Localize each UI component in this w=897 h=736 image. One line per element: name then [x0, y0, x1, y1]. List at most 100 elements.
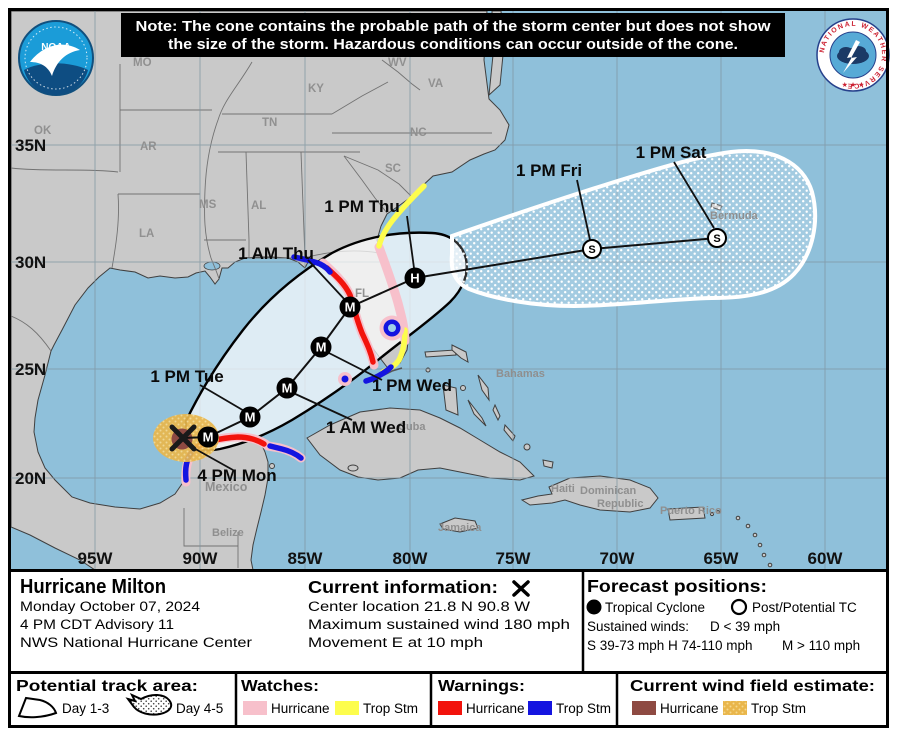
svg-text:★ ★ ★: ★ ★ ★ — [842, 81, 865, 89]
jamaica-island — [439, 517, 479, 533]
watch-hurricane-swatch — [243, 701, 267, 715]
day13-label: Day 1-3 — [62, 701, 109, 716]
forecast-markers: M M M M M H S S — [197, 228, 727, 448]
svg-text:M: M — [203, 430, 214, 445]
forecast-marker: M — [276, 377, 298, 399]
svg-text:M: M — [345, 300, 356, 315]
warnings-heading: Warnings: — [438, 678, 525, 695]
svg-text:M: M — [282, 381, 293, 396]
svg-text:WV: WV — [388, 57, 407, 69]
svg-text:Dominican: Dominican — [580, 485, 637, 497]
svg-text:90W: 90W — [183, 549, 219, 568]
svg-text:Cuba: Cuba — [398, 421, 426, 433]
svg-text:SC: SC — [385, 163, 401, 175]
track-area-heading: Potential track area: — [16, 678, 198, 695]
svg-text:VA: VA — [428, 78, 443, 90]
svg-text:1 PM Wed: 1 PM Wed — [372, 376, 452, 395]
svg-text:Haiti: Haiti — [551, 483, 575, 495]
max-wind: Maximum sustained wind 180 mph — [308, 617, 570, 632]
warning-hurricane-label: Hurricane — [466, 701, 525, 716]
map-area: M M M M M H S S MO OK AR TN KY WV VA NC … — [11, 11, 886, 569]
watch-trop-swatch — [335, 701, 359, 715]
tropical-cyclone-label: Tropical Cyclone — [605, 600, 705, 615]
svg-text:4 PM Mon: 4 PM Mon — [197, 466, 276, 485]
warning-hurricane-swatch — [438, 701, 462, 715]
tropical-cyclone-icon — [586, 599, 602, 615]
svg-text:1 AM Wed: 1 AM Wed — [326, 418, 406, 437]
legend-panel: Potential track area: Day 1-3 Day 4-5 Wa… — [16, 678, 875, 719]
current-position-x-icon — [169, 424, 197, 452]
wind-field-hurricane-label: Hurricane — [660, 701, 719, 716]
svg-text:20N: 20N — [15, 469, 46, 488]
advisory-date: Monday October 07, 2024 — [20, 599, 201, 614]
svg-text:TN: TN — [262, 117, 277, 129]
graticule-labels: 35N 30N 25N 20N 95W 90W 85W 80W 75W 70W … — [15, 136, 843, 568]
svg-text:25N: 25N — [15, 360, 46, 379]
cozumel-island — [269, 463, 275, 469]
info-panel: Hurricane Milton Monday October 07, 2024… — [20, 576, 860, 653]
svg-text:1 PM Thu: 1 PM Thu — [324, 197, 400, 216]
svg-text:1 PM Sat: 1 PM Sat — [636, 143, 707, 162]
forecast-marker: S — [707, 228, 727, 248]
place-labels: Mexico Belize Cuba Bahamas Jamaica Haiti… — [205, 210, 759, 539]
current-info-heading: Current information: — [308, 577, 498, 597]
svg-text:MS: MS — [199, 199, 217, 211]
svg-text:Bahamas: Bahamas — [496, 368, 545, 380]
forecast-positions-heading: Forecast positions: — [587, 576, 767, 596]
note-banner: Note: The cone contains the probable pat… — [121, 13, 785, 57]
wind-scale-h: H 74-110 mph — [668, 638, 753, 653]
svg-text:80W: 80W — [393, 549, 429, 568]
wind-field-hurricane-swatch — [632, 701, 656, 715]
label-pointer-lines — [189, 161, 715, 471]
state-labels: MO OK AR TN KY WV VA NC SC MS AL LA FL — [34, 57, 443, 300]
wind-field-heading: Current wind field estimate: — [630, 678, 875, 695]
lesser-antilles — [709, 510, 773, 568]
post-potential-tc-icon — [730, 598, 748, 616]
wind-field-trop-swatch — [723, 701, 747, 715]
svg-text:Bermuda: Bermuda — [710, 210, 759, 222]
svg-text:60W: 60W — [808, 549, 844, 568]
nws-logo-icon: NATIONAL WEATHER SERVICE ★ ★ ★ — [816, 18, 890, 92]
isla-juventud — [347, 464, 359, 472]
hispaniola-island — [520, 475, 659, 513]
svg-text:S: S — [588, 244, 595, 256]
watch-hurricane-label: Hurricane — [271, 701, 330, 716]
svg-text:LA: LA — [139, 228, 154, 240]
noaa-logo-icon: NOAA — [18, 20, 94, 96]
svg-text:65W: 65W — [704, 549, 740, 568]
svg-text:Republic: Republic — [597, 498, 643, 510]
watch-trop-label: Trop Stm — [363, 701, 418, 716]
svg-text:the size of the storm. Hazardo: the size of the storm. Hazardous conditi… — [168, 36, 738, 53]
svg-text:1 AM Thu: 1 AM Thu — [238, 244, 314, 263]
trop-stm-warning-big-bend — [291, 254, 333, 275]
svg-text:75W: 75W — [496, 549, 532, 568]
current-info-x-icon — [512, 580, 530, 597]
svg-text:AL: AL — [251, 200, 266, 212]
day45-cone-icon — [125, 692, 173, 716]
storm-title: Hurricane Milton — [20, 576, 166, 598]
svg-text:NOAA: NOAA — [41, 42, 70, 53]
wind-scale-m: M > 110 mph — [782, 638, 860, 653]
cone-day4-5 — [449, 149, 818, 309]
forecast-marker: H — [404, 267, 426, 289]
svg-text:NC: NC — [410, 127, 427, 139]
forecast-marker: S — [582, 239, 602, 259]
svg-text:Jamaica: Jamaica — [438, 522, 482, 534]
svg-text:35N: 35N — [15, 136, 46, 155]
svg-text:H: H — [410, 271, 419, 286]
forecast-marker: M — [310, 336, 332, 358]
svg-text:Mexico: Mexico — [205, 480, 248, 494]
svg-text:85W: 85W — [288, 549, 324, 568]
frame-borders — [8, 8, 889, 728]
advisory-number: 4 PM CDT Advisory 11 — [20, 617, 174, 632]
svg-text:Belize: Belize — [212, 527, 244, 539]
center-location: Center location 21.8 N 90.8 W — [308, 599, 530, 614]
sustained-winds-label: Sustained winds: — [587, 619, 689, 634]
agency-name: NWS National Hurricane Center — [20, 635, 253, 650]
svg-text:OK: OK — [34, 125, 52, 137]
trop-stm-warning-yucatan-east — [267, 443, 304, 461]
state-borders — [11, 59, 492, 568]
wind-field-trop-label: Trop Stm — [751, 701, 806, 716]
forecast-marker: M — [197, 426, 219, 448]
